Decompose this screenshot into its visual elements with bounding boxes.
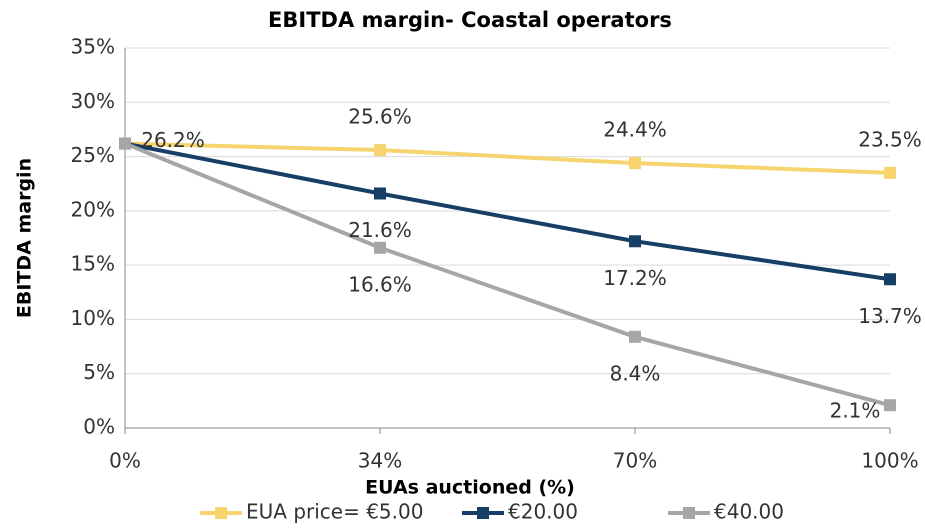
y-tick-label: 5%	[83, 360, 115, 384]
data-point	[884, 273, 896, 286]
data-label: 23.5%	[858, 127, 922, 151]
y-tick-label: 0%	[83, 415, 115, 439]
data-point	[374, 241, 386, 254]
x-axis-title: EUAs auctioned (%)	[365, 477, 575, 499]
data-point	[884, 166, 896, 179]
legend-marker	[477, 507, 489, 519]
legend-marker	[215, 507, 227, 519]
data-point	[884, 399, 896, 412]
y-axis-title: EBITDA margin	[14, 158, 36, 318]
y-tick-label: 10%	[71, 306, 115, 330]
y-tick-label: 35%	[71, 35, 115, 59]
legend-label: €40.00	[714, 500, 784, 524]
series-line	[124, 141, 891, 408]
chart-title: EBITDA margin- Coastal operators	[268, 8, 672, 32]
x-tick-label: 0%	[109, 449, 141, 473]
series-line	[124, 141, 891, 175]
y-tick-label: 15%	[71, 252, 115, 276]
data-point	[374, 187, 386, 200]
data-label: 8.4%	[610, 361, 661, 385]
series-line	[124, 141, 891, 282]
data-label: 2.1%	[830, 399, 881, 423]
x-tick-label: 34%	[358, 449, 402, 473]
legend-label: €20.00	[508, 500, 578, 524]
data-point	[629, 330, 641, 343]
data-point	[629, 235, 641, 248]
data-label: 25.6%	[348, 105, 412, 129]
y-tick-label: 30%	[71, 89, 115, 113]
data-label: 17.2%	[603, 266, 667, 290]
x-tick-label: 70%	[613, 449, 657, 473]
data-label: 13.7%	[858, 304, 922, 328]
data-point	[629, 157, 641, 170]
x-tick-label: 100%	[861, 449, 918, 473]
data-point	[119, 137, 131, 150]
legend-marker	[683, 507, 695, 519]
data-label: 24.4%	[603, 118, 667, 142]
legend-label: EUA price= €5.00	[246, 500, 423, 524]
data-point	[374, 144, 386, 157]
data-label: 21.6%	[348, 218, 412, 242]
data-label: 16.6%	[348, 272, 412, 296]
y-tick-label: 25%	[71, 143, 115, 167]
data-label: 26.2%	[141, 128, 205, 152]
y-tick-label: 20%	[71, 197, 115, 221]
